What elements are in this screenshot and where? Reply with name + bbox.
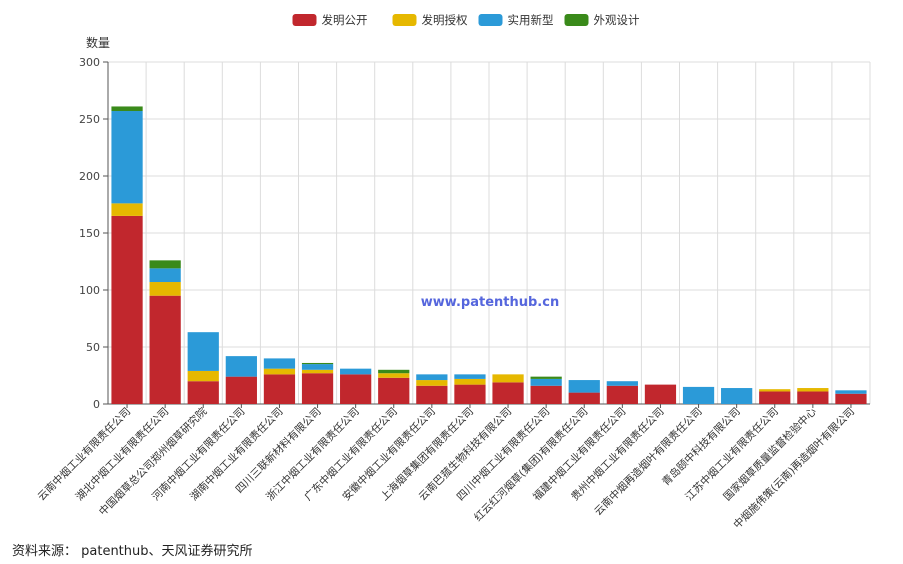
y-tick-label: 0 [93, 398, 100, 411]
bar-segment [568, 392, 600, 404]
bar-segment [378, 369, 410, 374]
legend-swatch [564, 14, 589, 26]
bar-segment [454, 384, 486, 404]
bar-segment [187, 381, 219, 404]
legend-swatch [292, 14, 317, 26]
bar-segment [606, 381, 638, 386]
bar-segment [301, 364, 334, 370]
legend-label: 发明公开 [322, 13, 368, 27]
bar-segment [416, 385, 448, 404]
bar-segment [263, 368, 296, 375]
bar-segment [530, 378, 562, 386]
y-tick-label: 50 [86, 341, 100, 354]
y-axis-title: 数量 [86, 35, 110, 50]
bar-segment [492, 374, 524, 383]
bar-segment [111, 215, 143, 404]
bar-segment [416, 374, 448, 381]
bar-segment [454, 374, 486, 379]
legend-label: 实用新型 [508, 13, 554, 27]
bar-segment [416, 380, 448, 386]
legend-swatch [478, 14, 503, 26]
legend-label: 发明授权 [422, 13, 468, 27]
bar-segment [492, 382, 524, 404]
bar-segment [568, 380, 600, 393]
bar-segment [187, 332, 219, 371]
y-tick-label: 150 [79, 227, 100, 240]
bar-segment [835, 390, 867, 394]
bar-segment [111, 203, 143, 216]
y-tick-label: 100 [79, 284, 100, 297]
bar-segment [682, 386, 715, 404]
bar-segment [111, 111, 143, 204]
bar-segment [378, 377, 410, 404]
y-tick-label: 200 [79, 170, 100, 183]
bar-segment [606, 385, 638, 404]
legend-label: 外观设计 [594, 13, 640, 27]
bar-segment [149, 260, 181, 269]
bar-segment [797, 388, 829, 392]
bar-segment [301, 369, 334, 374]
bar-segment [301, 373, 334, 404]
y-tick-label: 250 [79, 113, 100, 126]
bar-segment [644, 384, 677, 404]
bar-segment [340, 374, 372, 404]
bar-segment [301, 362, 334, 365]
bar-segment [454, 378, 486, 385]
bar-segment [835, 393, 867, 404]
bar-segment [225, 376, 257, 404]
bar-segment [759, 389, 791, 392]
legend-swatch [392, 14, 417, 26]
bar-segment [721, 388, 753, 404]
bar-segment [263, 358, 296, 369]
watermark-text: www.patenthub.cn [421, 295, 559, 310]
bar-segment [149, 268, 181, 283]
source-note: 资料来源： patenthub、天风证券研究所 [12, 544, 253, 559]
bar-segment [149, 295, 181, 404]
bar-segment [187, 370, 219, 382]
bar-segment [149, 282, 181, 296]
bar-segment [111, 106, 143, 112]
bar-segment [340, 368, 372, 375]
bar-segment [225, 356, 257, 377]
y-tick-label: 300 [79, 56, 100, 69]
bar-segment [263, 374, 296, 404]
bar-segment [797, 391, 829, 404]
bar-segment [759, 391, 791, 404]
bar-segment [378, 373, 410, 378]
bar-segment [530, 376, 562, 379]
bar-segment [530, 385, 562, 404]
